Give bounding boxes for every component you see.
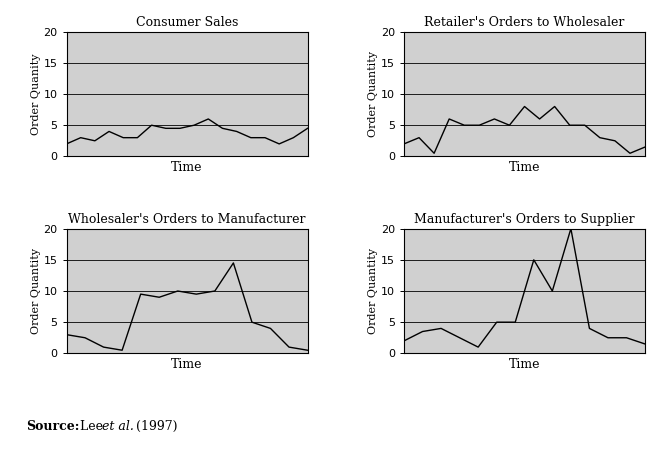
X-axis label: Time: Time <box>172 160 203 173</box>
Text: et al.: et al. <box>102 420 134 434</box>
Y-axis label: Order Quantity: Order Quantity <box>368 248 378 334</box>
Text: Source:: Source: <box>27 420 80 434</box>
Y-axis label: Order Quanity: Order Quanity <box>31 53 41 135</box>
Text: (1997): (1997) <box>132 420 178 434</box>
X-axis label: Time: Time <box>509 160 540 173</box>
X-axis label: Time: Time <box>509 357 540 371</box>
Title: Manufacturer's Orders to Supplier: Manufacturer's Orders to Supplier <box>414 213 635 226</box>
Title: Consumer Sales: Consumer Sales <box>136 16 238 29</box>
Y-axis label: Order Quantity: Order Quantity <box>31 248 41 334</box>
Y-axis label: Order Quantity: Order Quantity <box>368 51 378 137</box>
Title: Retailer's Orders to Wholesaler: Retailer's Orders to Wholesaler <box>424 16 624 29</box>
Text: Lee: Lee <box>76 420 108 434</box>
Title: Wholesaler's Orders to Manufacturer: Wholesaler's Orders to Manufacturer <box>68 213 306 226</box>
X-axis label: Time: Time <box>172 357 203 371</box>
